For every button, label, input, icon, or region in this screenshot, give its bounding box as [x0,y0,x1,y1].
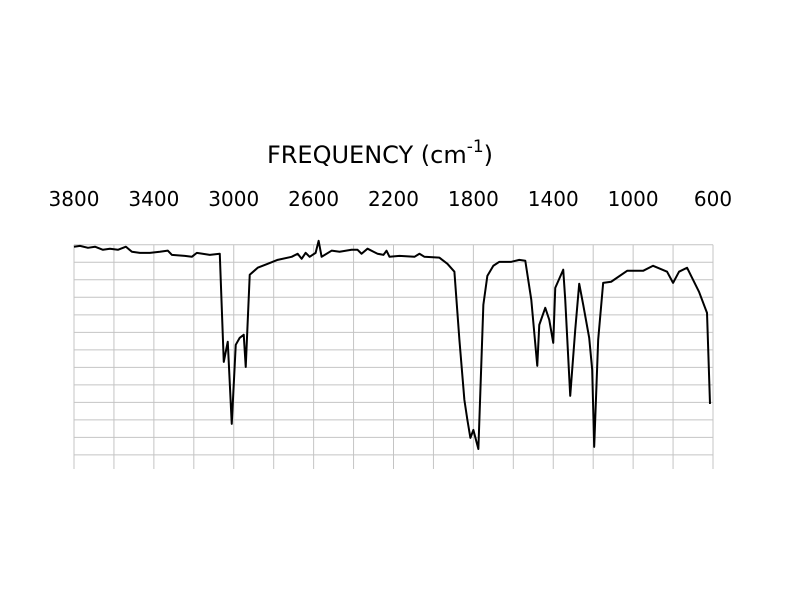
x-tick-label: 1400 [528,187,579,211]
axis-title-superscript: -1 [467,137,484,157]
x-tick-label: 3800 [49,187,100,211]
x-tick-label: 600 [694,187,732,211]
axis-title: FREQUENCY (cm-1) [267,137,493,169]
axis-title-suffix: ) [484,141,493,169]
x-tick-label: 1800 [448,187,499,211]
x-tick-label: 1000 [608,187,659,211]
spectrum-line [73,239,711,451]
x-tick-label: 3000 [208,187,259,211]
x-tick-label: 2200 [368,187,419,211]
axis-title-text: FREQUENCY (cm [267,141,467,169]
x-tick-label: 3400 [128,187,179,211]
x-tick-label: 2600 [288,187,339,211]
